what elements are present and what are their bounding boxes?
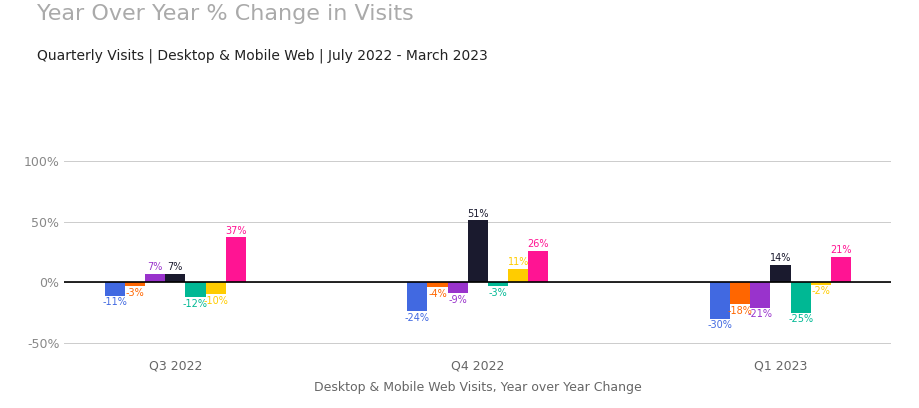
- Bar: [427, 282, 448, 287]
- Text: -3%: -3%: [489, 288, 507, 298]
- Text: -11%: -11%: [102, 297, 127, 307]
- Text: -24%: -24%: [405, 313, 430, 323]
- Text: 21%: 21%: [830, 245, 852, 255]
- Bar: [226, 237, 246, 282]
- Text: 7%: 7%: [147, 262, 163, 272]
- Text: 37%: 37%: [225, 226, 246, 235]
- Bar: [730, 282, 750, 304]
- Text: 14%: 14%: [770, 253, 791, 264]
- Bar: [488, 282, 508, 286]
- Bar: [125, 282, 145, 286]
- Text: -3%: -3%: [126, 288, 144, 298]
- Text: -18%: -18%: [728, 306, 753, 316]
- Text: Quarterly Visits | Desktop & Mobile Web | July 2022 - March 2023: Quarterly Visits | Desktop & Mobile Web …: [37, 49, 487, 64]
- Bar: [105, 282, 125, 295]
- Bar: [508, 269, 528, 282]
- Text: 26%: 26%: [528, 239, 550, 249]
- Bar: [407, 282, 427, 311]
- Text: 11%: 11%: [507, 257, 529, 267]
- Text: 51%: 51%: [467, 208, 489, 219]
- Bar: [811, 282, 831, 285]
- Bar: [145, 274, 165, 282]
- Bar: [831, 257, 851, 282]
- Bar: [709, 282, 730, 319]
- Bar: [165, 274, 186, 282]
- Bar: [770, 265, 790, 282]
- Bar: [186, 282, 206, 297]
- Text: -21%: -21%: [748, 310, 773, 319]
- Text: -9%: -9%: [448, 295, 467, 305]
- Text: -12%: -12%: [183, 299, 208, 308]
- Bar: [790, 282, 811, 313]
- Text: 7%: 7%: [167, 262, 183, 272]
- Text: -4%: -4%: [428, 289, 447, 299]
- Text: -30%: -30%: [708, 320, 732, 330]
- Bar: [468, 220, 488, 282]
- Bar: [528, 251, 549, 282]
- Text: -2%: -2%: [811, 286, 830, 297]
- X-axis label: Desktop & Mobile Web Visits, Year over Year Change: Desktop & Mobile Web Visits, Year over Y…: [314, 381, 641, 394]
- Bar: [206, 282, 226, 294]
- Text: -10%: -10%: [203, 296, 228, 306]
- Bar: [750, 282, 770, 308]
- Bar: [448, 282, 468, 293]
- Text: Year Over Year % Change in Visits: Year Over Year % Change in Visits: [37, 4, 414, 24]
- Text: -25%: -25%: [789, 314, 813, 324]
